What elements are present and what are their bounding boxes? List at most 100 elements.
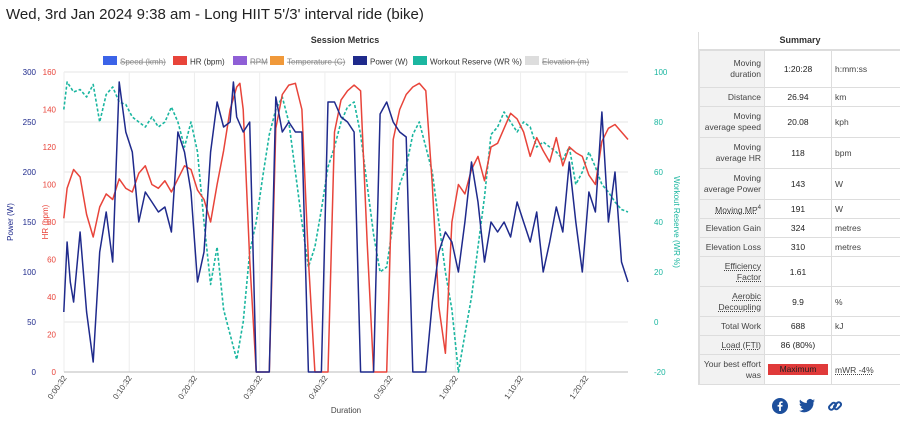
x-tick-label: 1:20:32 [568, 374, 591, 401]
summary-title: Summary [699, 32, 900, 50]
summary-value: 1:20:28 [765, 51, 832, 88]
summary-table: Moving duration 1:20:28 h:mm:ss Distance… [699, 50, 900, 385]
power-axis-title: Power (W) [6, 203, 15, 241]
hr-series-line[interactable] [64, 83, 628, 372]
summary-value: 86 (80%) [765, 336, 832, 355]
x-tick-label: 1:00:32 [437, 374, 460, 401]
summary-value: 191 [765, 200, 832, 219]
summary-label: Moving average HR [700, 138, 765, 169]
link-icon[interactable] [827, 398, 843, 419]
page-title: Wed, 3rd Jan 2024 9:38 am - Long HIIT 5'… [6, 6, 424, 23]
wr-axis-title: Workout Reserve (WR %) [672, 176, 681, 268]
hr-tick-label: 60 [47, 256, 56, 265]
efficiency-factor-label[interactable]: Efficiency Factor [725, 261, 761, 282]
summary-unit: metres [832, 219, 900, 238]
hr-tick-label: 160 [43, 68, 57, 77]
twitter-icon[interactable] [798, 398, 816, 419]
summary-row-moving-mp: Moving MP4 191 W [700, 200, 900, 219]
summary-unit: metres [832, 238, 900, 257]
best-effort-badge: Maximum [768, 364, 828, 375]
summary-row-total-work: Total Work 688 kJ [700, 317, 900, 336]
hr-tick-label: 140 [43, 106, 57, 115]
summary-label: Load (FTI) [700, 336, 765, 355]
legend-swatch[interactable] [233, 56, 247, 65]
summary-value: 118 [765, 138, 832, 169]
wr-tick-label: 80 [654, 118, 663, 127]
chart-canvas[interactable]: Speed (kmh) HR (bpm) RPM Temperature (C) Pow… [0, 32, 690, 417]
legend-item[interactable]: Elevation (m) [542, 58, 589, 67]
summary-value: 9.9 [765, 287, 832, 317]
power-tick-label: 200 [23, 168, 37, 177]
wr-series-line[interactable] [64, 82, 628, 372]
summary-unit: kph [832, 107, 900, 138]
summary-unit: W [832, 200, 900, 219]
legend-item[interactable]: Power (W) [370, 58, 408, 67]
legend-item[interactable]: RPM [250, 58, 268, 67]
legend-swatch[interactable] [525, 56, 539, 65]
legend-swatch[interactable] [270, 56, 284, 65]
summary-row-avg-power: Moving average Power 143 W [700, 169, 900, 200]
legend-swatch[interactable] [173, 56, 187, 65]
summary-value: 324 [765, 219, 832, 238]
hr-tick-label: 40 [47, 293, 56, 302]
wr-tick-label: 0 [654, 318, 659, 327]
summary-unit: kJ [832, 317, 900, 336]
summary-value: 688 [765, 317, 832, 336]
summary-label: Aerobic Decoupling [700, 287, 765, 317]
summary-row-elevation-gain: Elevation Gain 324 metres [700, 219, 900, 238]
summary-row-avg-speed: Moving average speed 20.08 kph [700, 107, 900, 138]
summary-panel: Summary Moving duration 1:20:28 h:mm:ss … [698, 32, 900, 385]
summary-label: Your best effort was [700, 355, 765, 385]
moving-mp-label[interactable]: Moving MP [715, 204, 758, 214]
summary-row-avg-hr: Moving average HR 118 bpm [700, 138, 900, 169]
x-axis-title: Duration [331, 406, 361, 415]
power-tick-label: 150 [23, 218, 37, 227]
power-tick-label: 250 [23, 118, 37, 127]
x-tick-label: 0:20:32 [176, 374, 199, 401]
power-tick-label: 100 [23, 268, 37, 277]
summary-row-elevation-loss: Elevation Loss 310 metres [700, 238, 900, 257]
wr-tick-label: 100 [654, 68, 668, 77]
summary-row-moving-duration: Moving duration 1:20:28 h:mm:ss [700, 51, 900, 88]
summary-unit: km [832, 88, 900, 107]
summary-value: 20.08 [765, 107, 832, 138]
summary-label: Moving average Power [700, 169, 765, 200]
power-series-line[interactable] [64, 82, 628, 372]
mwr-value[interactable]: mWR -4% [835, 365, 874, 375]
summary-unit [832, 257, 900, 287]
legend-swatch[interactable] [103, 56, 117, 65]
x-tick-label: 0:50:32 [372, 374, 395, 401]
summary-label: Efficiency Factor [700, 257, 765, 287]
wr-tick-label: 40 [654, 218, 663, 227]
aerobic-decoupling-label[interactable]: Aerobic Decoupling [718, 291, 761, 312]
legend-item[interactable]: Workout Reserve (WR %) [430, 58, 522, 67]
legend-swatch[interactable] [353, 56, 367, 65]
summary-label: Moving average speed [700, 107, 765, 138]
facebook-icon[interactable] [772, 398, 788, 419]
legend-item[interactable]: Speed (kmh) [120, 58, 166, 67]
legend-item[interactable]: Temperature (C) [287, 58, 346, 67]
hr-axis-title: HR (bpm) [41, 204, 50, 239]
x-tick-label: 0:40:32 [307, 374, 330, 401]
summary-value: 1.61 [765, 257, 832, 287]
load-fti-label[interactable]: Load (FTI) [721, 340, 761, 350]
x-tick-label: 0:00:32 [46, 374, 69, 401]
moving-mp-sup: 4 [758, 205, 761, 211]
summary-label: Elevation Gain [700, 219, 765, 238]
chart-title: Session Metrics [0, 35, 690, 45]
hr-tick-label: 120 [43, 143, 57, 152]
legend-item[interactable]: HR (bpm) [190, 58, 225, 67]
social-share-bar [772, 398, 849, 416]
legend-swatch[interactable] [413, 56, 427, 65]
hr-tick-label: 100 [43, 181, 57, 190]
power-tick-label: 0 [32, 368, 37, 377]
session-metrics-chart[interactable]: Session Metrics Speed (kmh) HR (bpm) RPM Te… [0, 32, 690, 417]
summary-unit: % [832, 287, 900, 317]
wr-tick-label: 20 [654, 268, 663, 277]
summary-unit: h:mm:ss [832, 51, 900, 88]
x-tick-label: 0:10:32 [111, 374, 134, 401]
power-tick-label: 50 [27, 318, 36, 327]
summary-value: 310 [765, 238, 832, 257]
x-tick-label: 0:30:32 [242, 374, 265, 401]
summary-row-load: Load (FTI) 86 (80%) [700, 336, 900, 355]
